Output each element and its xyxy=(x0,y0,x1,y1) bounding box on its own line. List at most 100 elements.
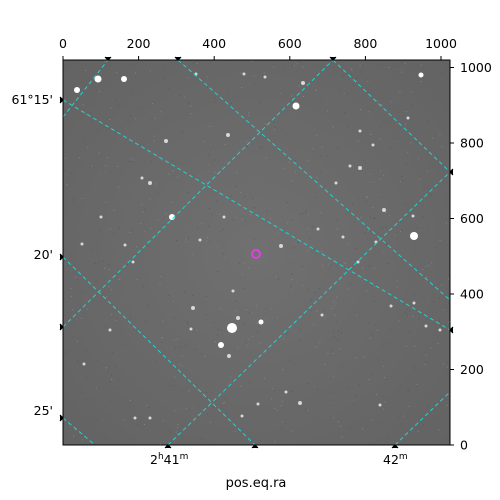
noise-pixel xyxy=(336,219,338,221)
noise-pixel xyxy=(340,366,342,368)
noise-pixel xyxy=(92,165,94,167)
noise-pixel xyxy=(259,342,261,344)
noise-pixel xyxy=(77,359,79,361)
noise-pixel xyxy=(320,212,322,214)
star xyxy=(412,301,416,305)
noise-pixel xyxy=(241,86,243,88)
noise-pixel xyxy=(71,295,73,297)
noise-pixel xyxy=(141,204,143,206)
noise-pixel xyxy=(179,346,181,348)
noise-pixel xyxy=(426,267,428,269)
noise-pixel xyxy=(107,415,109,417)
noise-pixel xyxy=(417,430,419,432)
noise-pixel xyxy=(110,378,112,380)
noise-pixel xyxy=(273,407,275,409)
noise-pixel xyxy=(217,329,219,331)
star-field xyxy=(74,72,442,420)
noise-pixel xyxy=(266,210,268,212)
noise-pixel xyxy=(255,305,257,307)
noise-pixel xyxy=(435,98,437,100)
noise-pixel xyxy=(377,440,379,442)
noise-pixel xyxy=(102,260,104,262)
dec-tick-label: 20' xyxy=(34,247,53,262)
noise-pixel xyxy=(155,183,157,185)
noise-pixel xyxy=(280,428,282,430)
noise-pixel xyxy=(72,309,74,311)
noise-pixel xyxy=(179,363,181,365)
noise-pixel xyxy=(182,425,184,427)
noise-pixel xyxy=(321,100,323,102)
noise-pixel xyxy=(387,263,389,265)
bottom-axis: 2h41m 42m pos.eq.ra xyxy=(150,452,408,491)
noise-pixel xyxy=(446,361,448,363)
noise-pixel xyxy=(206,240,208,242)
noise-pixel xyxy=(413,345,415,347)
noise-pixel xyxy=(90,112,92,114)
star xyxy=(222,215,226,219)
noise-pixel xyxy=(400,180,402,182)
noise-pixel xyxy=(438,429,440,431)
noise-pixel xyxy=(330,405,332,407)
noise-pixel xyxy=(165,212,167,214)
noise-pixel xyxy=(390,329,392,331)
noise-pixel xyxy=(315,89,317,91)
star xyxy=(140,176,144,180)
noise-pixel xyxy=(428,405,430,407)
noise-pixel xyxy=(73,201,75,203)
coordinate-grid xyxy=(63,60,450,445)
noise-pixel xyxy=(146,245,148,247)
noise-pixel xyxy=(318,288,320,290)
noise-pixel xyxy=(377,100,379,102)
noise-pixel xyxy=(337,147,339,149)
noise-pixel xyxy=(168,173,170,175)
star xyxy=(418,72,424,78)
noise-pixel xyxy=(110,314,112,316)
star xyxy=(292,102,300,110)
noise-pixel xyxy=(360,216,362,218)
noise-pixel xyxy=(401,180,403,182)
noise-pixel xyxy=(216,271,218,273)
star xyxy=(227,354,231,358)
noise-pixel xyxy=(332,75,334,77)
noise-pixel xyxy=(404,312,406,314)
noise-pixel xyxy=(213,322,215,324)
noise-pixel xyxy=(283,65,285,67)
noise-pixel xyxy=(105,73,107,75)
star xyxy=(279,244,283,248)
noise-pixel xyxy=(385,226,387,228)
noise-pixel xyxy=(448,278,450,280)
noise-pixel xyxy=(243,323,245,325)
noise-pixel xyxy=(440,72,442,74)
noise-pixel xyxy=(66,178,68,180)
noise-pixel xyxy=(79,236,81,238)
noise-pixel xyxy=(420,81,422,83)
star xyxy=(131,260,135,264)
star xyxy=(121,76,127,82)
noise-pixel xyxy=(250,215,252,217)
noise-pixel xyxy=(210,391,212,393)
noise-pixel xyxy=(231,102,233,104)
noise-pixel xyxy=(106,296,108,298)
noise-pixel xyxy=(382,365,384,367)
noise-pixel xyxy=(295,159,297,161)
noise-pixel xyxy=(396,280,398,282)
noise-pixel xyxy=(368,378,370,380)
noise-pixel xyxy=(176,338,178,340)
noise-pixel xyxy=(147,241,149,243)
noise-pixel xyxy=(332,375,334,377)
noise-pixel xyxy=(440,284,442,286)
noise-pixel xyxy=(185,238,187,240)
top-tick-label: 1000 xyxy=(425,36,457,51)
noise-pixel xyxy=(423,187,425,189)
noise-pixel xyxy=(388,342,390,344)
noise-pixel xyxy=(382,395,384,397)
noise-pixel xyxy=(263,377,265,379)
noise-pixel xyxy=(235,300,237,302)
noise-pixel xyxy=(247,345,249,347)
noise-pixel xyxy=(215,101,217,103)
noise-pixel xyxy=(223,402,225,404)
noise-pixel xyxy=(169,385,171,387)
noise-pixel xyxy=(421,228,423,230)
noise-pixel xyxy=(313,323,315,325)
noise-pixel xyxy=(134,118,136,120)
